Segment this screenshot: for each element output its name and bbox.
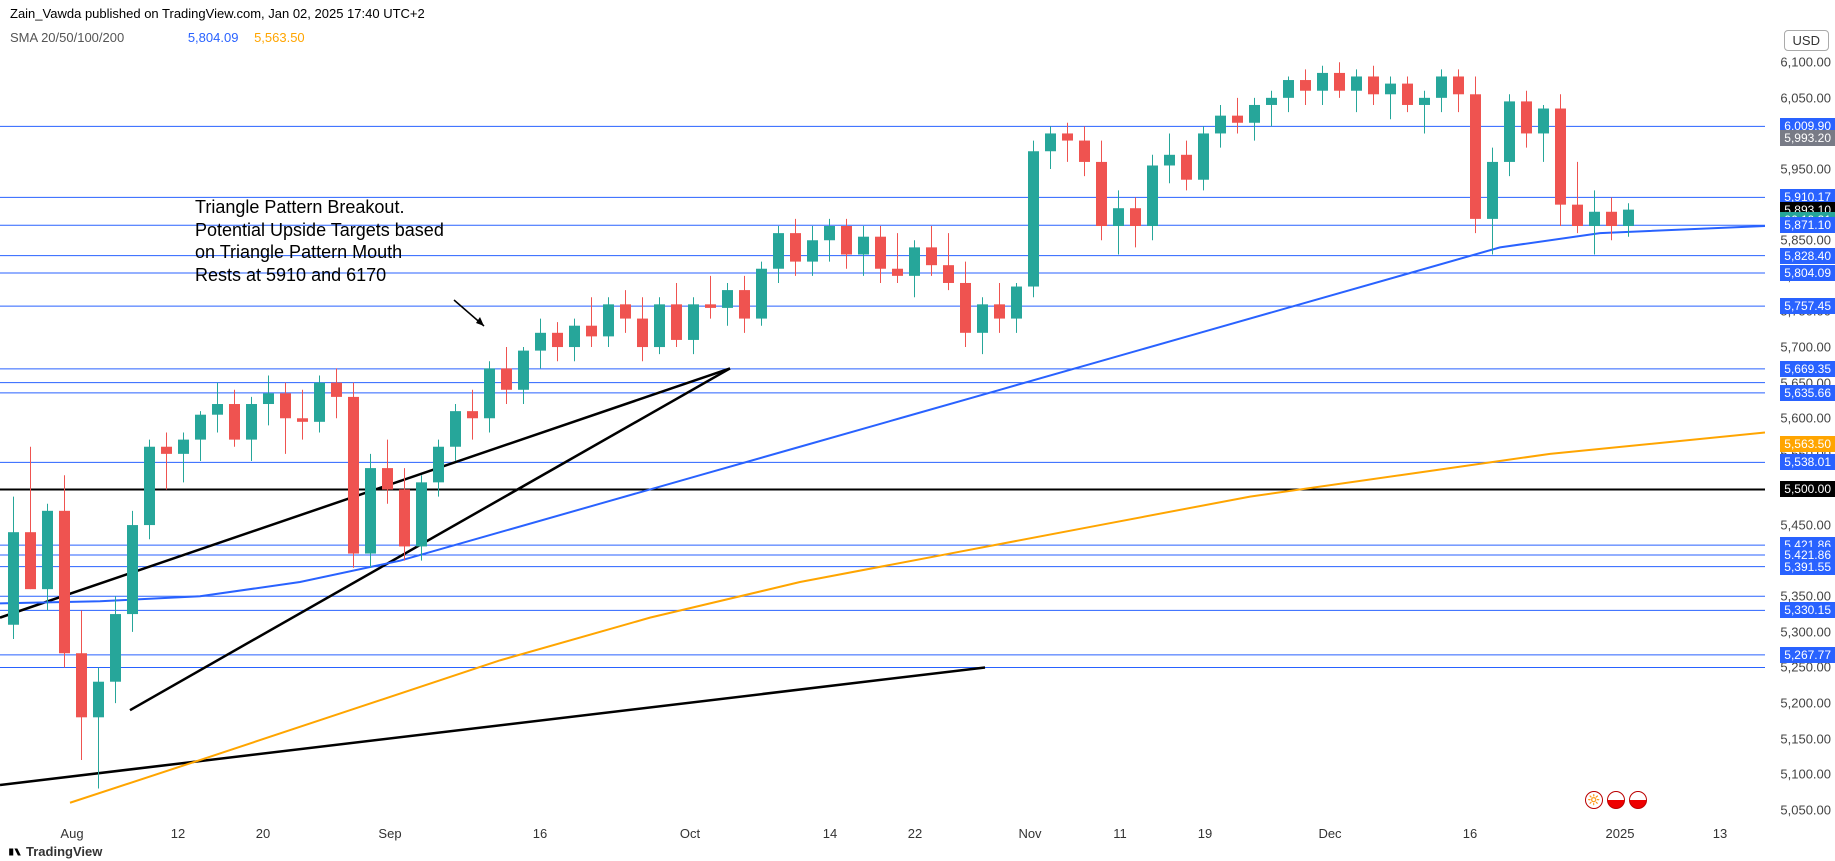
sma-label: SMA 20/50/100/200 — [10, 30, 124, 45]
x-tick-label: 14 — [823, 826, 837, 841]
price-pill: 5,993.20 — [1780, 130, 1835, 146]
x-tick-label: 16 — [1463, 826, 1477, 841]
price-pill: 5,330.15 — [1780, 602, 1835, 618]
price-pill: 5,669.35 — [1780, 361, 1835, 377]
x-axis: Aug 12 20 Sep 16 Oct 14 22 Nov 11 19 Dec 16 2025 13 — [0, 817, 1765, 841]
event-markers: 🔆 — [1585, 791, 1647, 809]
x-tick-label: Nov — [1018, 826, 1041, 841]
y-tick-label: 5,050.00 — [1780, 802, 1831, 817]
x-tick-label: 2025 — [1606, 826, 1635, 841]
y-tick-label: 5,450.00 — [1780, 518, 1831, 533]
price-pill: 5,804.09 — [1780, 265, 1835, 281]
y-tick-label: 5,600.00 — [1780, 411, 1831, 426]
sma-value-2: 5,563.50 — [254, 30, 305, 45]
x-tick-label: 13 — [1713, 826, 1727, 841]
published-meta: published on TradingView.com, Jan 02, 20… — [85, 6, 425, 21]
x-tick-label: 22 — [908, 826, 922, 841]
y-tick-label: 5,300.00 — [1780, 624, 1831, 639]
price-pill: 5,563.50 — [1780, 436, 1835, 452]
event-icon: 🔆 — [1585, 791, 1603, 809]
price-pill: 5,391.55 — [1780, 559, 1835, 575]
y-axis: 5,050.005,100.005,150.005,200.005,250.00… — [1765, 48, 1835, 817]
x-tick-label: Aug — [60, 826, 83, 841]
price-chart[interactable]: Triangle Pattern Breakout.Potential Upsi… — [0, 48, 1765, 817]
tradingview-branding: TradingView — [8, 844, 102, 859]
y-tick-label: 6,100.00 — [1780, 55, 1831, 70]
y-tick-label: 5,200.00 — [1780, 696, 1831, 711]
y-tick-label: 5,150.00 — [1780, 731, 1831, 746]
price-pill: 5,828.40 — [1780, 248, 1835, 264]
publisher: Zain_Vawda — [10, 6, 81, 21]
x-tick-label: 12 — [171, 826, 185, 841]
x-tick-label: Dec — [1318, 826, 1341, 841]
x-tick-label: 11 — [1113, 826, 1127, 841]
x-tick-label: 19 — [1198, 826, 1212, 841]
price-pill: 5,635.66 — [1780, 385, 1835, 401]
x-tick-label: 20 — [256, 826, 270, 841]
branding-text: TradingView — [26, 844, 102, 859]
price-pill: 5,500.00 — [1780, 481, 1835, 497]
price-pill: 5,757.45 — [1780, 298, 1835, 314]
event-icon — [1629, 791, 1647, 809]
tradingview-icon — [8, 845, 22, 859]
x-tick-label: Sep — [378, 826, 401, 841]
y-tick-label: 5,700.00 — [1780, 340, 1831, 355]
annotation-text: Triangle Pattern Breakout.Potential Upsi… — [195, 196, 444, 286]
sma-value-1: 5,804.09 — [188, 30, 239, 45]
y-tick-label: 5,950.00 — [1780, 162, 1831, 177]
x-tick-label: Oct — [680, 826, 700, 841]
x-tick-label: 16 — [533, 826, 547, 841]
y-tick-label: 6,050.00 — [1780, 90, 1831, 105]
event-icon — [1607, 791, 1625, 809]
price-pill: 5,871.10 — [1780, 217, 1835, 233]
y-tick-label: 5,850.00 — [1780, 233, 1831, 248]
sma-legend: SMA 20/50/100/200 5,804.09 5,563.50 — [10, 30, 305, 45]
price-pill: 5,267.77 — [1780, 647, 1835, 663]
y-tick-label: 5,100.00 — [1780, 767, 1831, 782]
price-pill: 5,538.01 — [1780, 454, 1835, 470]
